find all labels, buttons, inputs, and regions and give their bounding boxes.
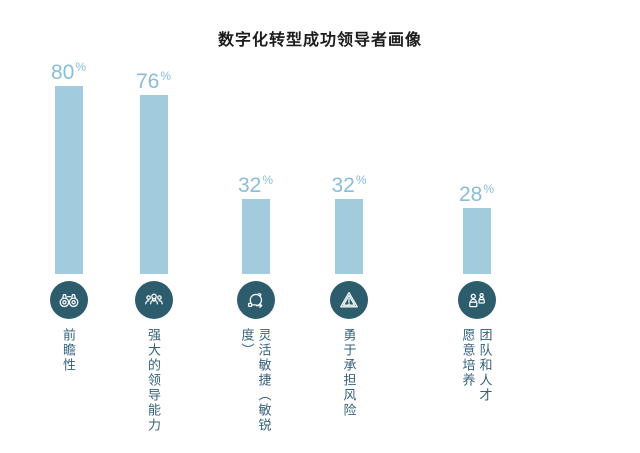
category-label: 团队和人才 愿意培养: [460, 328, 493, 403]
team-leadership-icon: [134, 281, 173, 319]
agile-cycle-icon: [236, 281, 275, 319]
bar-column: 80% 前瞻性: [43, 58, 94, 453]
bar: [462, 208, 491, 274]
category-label: 强大的领导能力: [146, 328, 161, 433]
bar-value-label: 28%: [458, 182, 495, 206]
bar-column: 24% 对模糊性和不确 定性的容忍度: [553, 58, 640, 453]
bar-column: 76% 强大的领导能力: [94, 58, 213, 453]
bar-value-label: 32%: [237, 173, 274, 197]
talent-development-icon: [457, 281, 496, 319]
bar: [139, 95, 168, 274]
risk-warning-icon: [330, 281, 368, 319]
bar-value-label: 76%: [135, 69, 172, 93]
percent-sign: %: [160, 69, 172, 83]
bar-value-label: 32%: [331, 173, 367, 197]
category-label: 前瞻性: [61, 328, 76, 373]
category-label: 勇于承担风险: [341, 328, 357, 418]
percent-sign: %: [75, 60, 87, 74]
category-label: 灵活敏捷（敏锐度）: [239, 328, 272, 433]
binoculars-icon: [49, 281, 88, 319]
bar: [54, 86, 83, 274]
bar-column: 32% 灵活敏捷（敏锐度）: [213, 58, 298, 453]
percent-sign: %: [355, 173, 367, 187]
bar-column: 32% 勇于承担风险: [298, 58, 400, 453]
bar-column: 28% 团队和人才 愿意培养: [400, 58, 553, 453]
bar: [335, 199, 363, 274]
bar-value-label: 80%: [50, 60, 87, 84]
bar: [241, 199, 270, 274]
percent-sign: %: [483, 182, 495, 196]
percent-sign: %: [262, 173, 274, 187]
bar-chart: 80% 前瞻性 76%: [43, 58, 597, 453]
chart-title: 数字化转型成功领导者画像: [217, 32, 422, 49]
